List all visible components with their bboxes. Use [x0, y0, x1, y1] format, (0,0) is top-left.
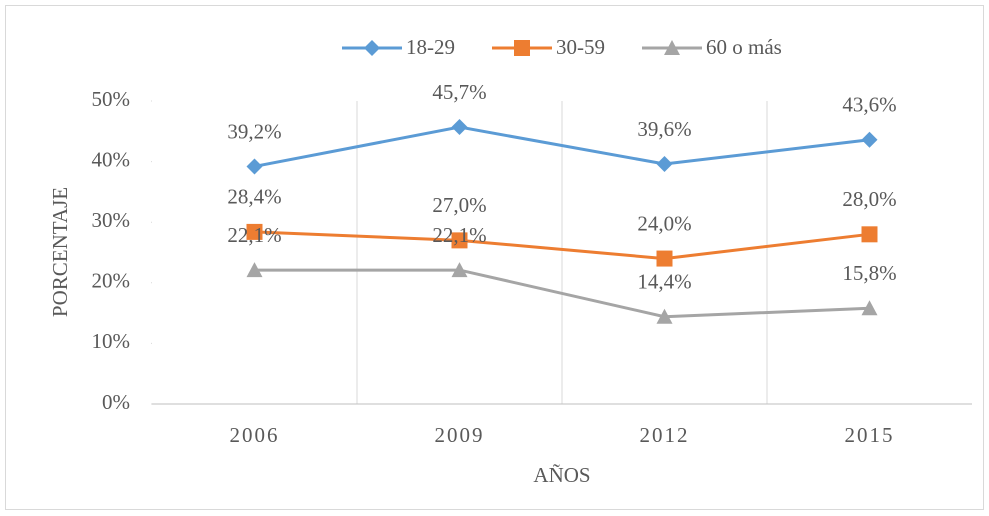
legend-item: 60 o más — [642, 35, 782, 59]
data-label: 22,1% — [432, 223, 486, 247]
y-tick-label: 50% — [92, 87, 131, 111]
point — [656, 250, 673, 267]
point — [451, 232, 468, 249]
data-label: 43,6% — [842, 93, 896, 117]
y-axis-title: PORCENTAJE — [48, 187, 72, 317]
data-label: 14,4% — [637, 270, 691, 294]
y-tick-label: 20% — [92, 269, 131, 293]
series-line — [254, 230, 870, 261]
data-label: 22,1% — [227, 223, 281, 247]
legend-marker — [364, 40, 380, 56]
x-tick-label: 2015 — [845, 423, 895, 447]
legend-marker — [664, 40, 680, 55]
x-tick-label: 2006 — [230, 423, 280, 447]
x-axis-title: AÑOS — [533, 463, 590, 487]
data-label: 27,0% — [432, 193, 486, 217]
point — [246, 158, 263, 175]
point — [656, 156, 673, 173]
y-tick-label: 30% — [92, 208, 131, 232]
chart-border — [5, 5, 984, 510]
series-line — [254, 125, 870, 168]
legend-marker — [514, 40, 530, 56]
x-tick-label: 2012 — [640, 423, 690, 447]
y-tick-label: 0% — [102, 390, 130, 414]
legend-item: 18-29 — [342, 35, 455, 59]
legend-label: 18-29 — [406, 35, 455, 59]
point — [861, 300, 878, 316]
point — [246, 262, 263, 278]
point — [861, 226, 878, 243]
data-label: 24,0% — [637, 211, 691, 235]
y-tick-label: 10% — [92, 329, 131, 353]
x-tick-label: 2009 — [435, 423, 485, 447]
data-label: 39,6% — [637, 117, 691, 141]
point — [451, 262, 468, 278]
data-label: 28,4% — [227, 185, 281, 209]
data-label: 15,8% — [842, 261, 896, 285]
point — [656, 308, 673, 324]
legend-label: 30-59 — [556, 35, 605, 59]
data-label: 28,0% — [842, 187, 896, 211]
data-label: 45,7% — [432, 80, 486, 104]
point — [451, 119, 468, 136]
y-tick-label: 40% — [92, 147, 131, 171]
series-line — [254, 268, 870, 319]
point — [246, 223, 263, 240]
legend-label: 60 o más — [706, 35, 782, 59]
data-label: 39,2% — [227, 119, 281, 143]
point — [861, 131, 878, 148]
legend-item: 30-59 — [492, 35, 605, 59]
